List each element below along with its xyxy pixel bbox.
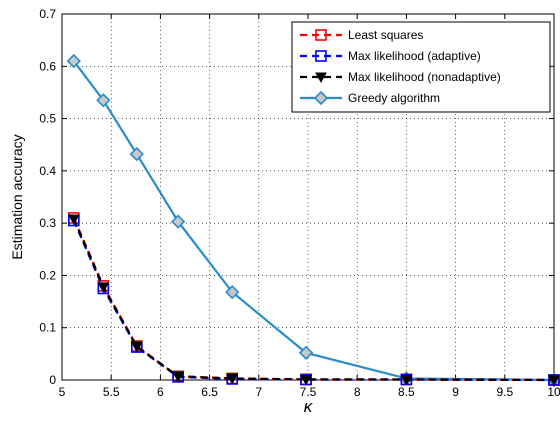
legend-marker — [315, 29, 327, 41]
data-point — [97, 282, 110, 293]
series-line — [72, 218, 555, 382]
data-point — [67, 214, 80, 225]
legend-marker — [313, 90, 329, 106]
y-tick-label: 0.1 — [39, 321, 56, 335]
x-tick-label: 7 — [255, 385, 262, 399]
legend-entry: Max likelihood (adaptive) — [300, 49, 481, 63]
data-point — [129, 146, 144, 162]
x-tick-label: 5 — [59, 385, 66, 399]
x-tick-label: 9 — [452, 385, 459, 399]
data-point — [66, 53, 81, 69]
data-point — [298, 345, 314, 360]
x-tick-label: 6 — [157, 385, 164, 399]
legend: Least squares Max likelihood (adaptive) Ma… — [291, 21, 551, 113]
data-point — [170, 214, 186, 229]
legend-entry: Least squares — [300, 28, 423, 42]
legend-label: Greedy algorithm — [348, 91, 440, 105]
legend-marker — [315, 50, 327, 62]
data-point — [172, 371, 184, 383]
legend-marker — [315, 72, 327, 84]
y-axis-title: Estimation accuracy — [9, 134, 25, 259]
data-point — [400, 374, 413, 386]
x-tick-label: 6.5 — [201, 385, 218, 399]
y-tick-label: 0.2 — [39, 268, 56, 282]
legend-label: Max likelihood (nonadaptive) — [348, 70, 501, 84]
series-line — [72, 60, 555, 382]
y-tick-label: 0.5 — [39, 112, 56, 126]
series-group — [66, 53, 560, 388]
data-point — [96, 93, 111, 108]
x-tick-label: 10 — [547, 385, 560, 399]
data-point — [548, 375, 560, 387]
x-tick-label: 8 — [354, 385, 361, 399]
y-tick-label: 0.4 — [39, 164, 56, 178]
data-point — [300, 374, 312, 386]
data-point — [130, 342, 143, 353]
x-tick-label: 7.5 — [300, 385, 317, 399]
y-tick-label: 0.7 — [39, 7, 56, 21]
y-tick-label: 0.6 — [39, 59, 56, 73]
legend-entry: Greedy algorithm — [300, 90, 440, 106]
x-tick-label: 9.5 — [496, 385, 513, 399]
axes: 5 5.5 6 6.5 7 7.5 8 8.5 9 9.5 10 0 0.1 0.2 0.3 0.4 0.5 0.… — [39, 7, 560, 399]
legend-entry: Max likelihood (nonadaptive) — [300, 70, 501, 84]
x-tick-label: 5.5 — [103, 385, 120, 399]
legend-label: Least squares — [348, 28, 423, 42]
data-point — [226, 373, 239, 385]
data-point — [225, 285, 240, 300]
x-axis-title: κ — [304, 397, 314, 416]
legend-label: Max likelihood (adaptive) — [348, 49, 481, 63]
series-max-likelihood-nonadaptive — [67, 214, 560, 387]
y-tick-label: 0 — [49, 373, 56, 387]
y-tick-label: 0.3 — [39, 216, 56, 230]
x-tick-label: 8.5 — [398, 385, 415, 399]
